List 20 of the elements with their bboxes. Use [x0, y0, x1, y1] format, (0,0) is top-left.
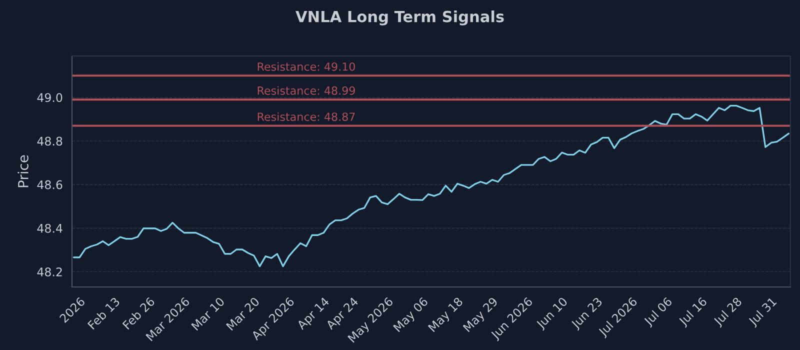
y-tick-label: 48.6	[37, 180, 62, 190]
x-tick-label: Jul 06	[642, 296, 674, 328]
chart-title: VNLA Long Term Signals	[296, 10, 504, 26]
x-tick-label: Feb 26	[122, 296, 156, 330]
x-tick-label: Jun 10	[535, 296, 570, 331]
y-axis-title: Price	[18, 155, 28, 188]
y-tick-label: 48.2	[37, 267, 62, 276]
y-tick-label: 49.0	[37, 93, 62, 102]
ref-line-label: Resistance: 49.10	[258, 62, 355, 71]
line-series	[72, 104, 790, 268]
x-tick-label: Jul 16	[678, 296, 709, 328]
x-tick-label: Mar 20	[226, 296, 260, 331]
x-tick-label: Feb 13	[87, 296, 120, 330]
x-tick-label: Mar 10	[190, 296, 225, 331]
ref-line-label: Resistance: 48.99	[258, 86, 355, 95]
x-tick-label: Jul 31	[747, 296, 778, 328]
x-tick-label: Jul 28	[712, 296, 744, 328]
y-tick-label: 48.4	[37, 224, 62, 233]
y-tick-label: 48.8	[37, 136, 62, 146]
ref-line-label: Resistance: 48.87	[258, 112, 355, 121]
